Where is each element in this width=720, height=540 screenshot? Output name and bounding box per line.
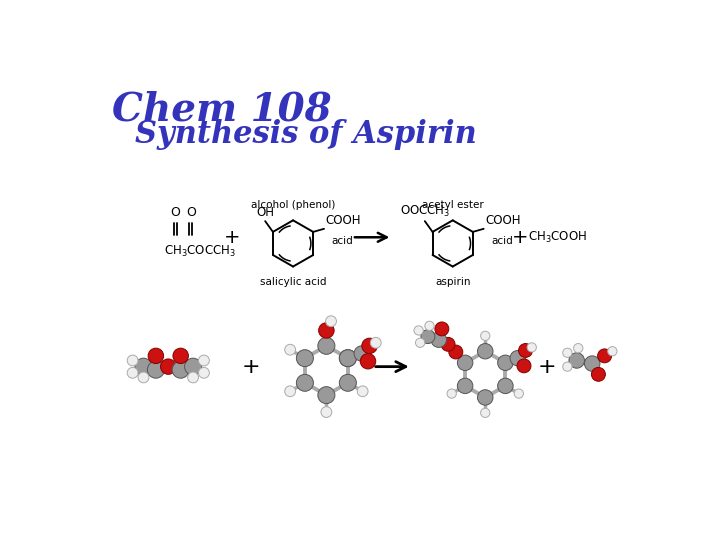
Text: acid: acid — [492, 236, 513, 246]
Text: +: + — [242, 356, 261, 376]
Text: COOH: COOH — [485, 214, 521, 227]
Circle shape — [360, 354, 376, 369]
Circle shape — [447, 389, 456, 398]
Circle shape — [563, 362, 572, 372]
Text: aspirin: aspirin — [435, 276, 470, 287]
Circle shape — [591, 367, 606, 381]
Circle shape — [188, 372, 199, 383]
Circle shape — [435, 322, 449, 336]
Text: COOH: COOH — [325, 214, 361, 227]
Circle shape — [199, 355, 210, 366]
Circle shape — [339, 350, 356, 367]
Circle shape — [173, 348, 189, 363]
Circle shape — [127, 367, 138, 378]
Text: CH$_3$COCCH$_3$: CH$_3$COCCH$_3$ — [163, 244, 235, 259]
Circle shape — [498, 378, 513, 394]
Text: O: O — [186, 206, 196, 219]
Circle shape — [457, 355, 473, 370]
Text: O: O — [171, 206, 180, 219]
Circle shape — [598, 349, 611, 363]
Circle shape — [325, 316, 336, 327]
Circle shape — [370, 338, 381, 348]
Circle shape — [517, 359, 531, 373]
Circle shape — [441, 338, 455, 351]
Circle shape — [297, 350, 313, 367]
Circle shape — [585, 356, 600, 372]
Text: +: + — [224, 228, 240, 247]
Text: OOCCH$_3$: OOCCH$_3$ — [400, 204, 450, 219]
Text: alcohol (phenol): alcohol (phenol) — [251, 200, 336, 211]
Text: Synthesis of Aspirin: Synthesis of Aspirin — [135, 119, 477, 150]
Circle shape — [608, 347, 617, 356]
Circle shape — [477, 390, 493, 405]
Circle shape — [514, 389, 523, 398]
Circle shape — [414, 326, 423, 335]
Circle shape — [425, 321, 434, 330]
Circle shape — [319, 323, 334, 338]
Circle shape — [127, 355, 138, 366]
Text: salicylic acid: salicylic acid — [260, 276, 326, 287]
Circle shape — [297, 374, 313, 392]
Text: OH: OH — [256, 206, 274, 219]
Circle shape — [527, 343, 536, 352]
Circle shape — [415, 338, 425, 347]
Circle shape — [481, 331, 490, 340]
Circle shape — [498, 355, 513, 370]
Text: +: + — [538, 356, 557, 376]
Circle shape — [431, 332, 446, 347]
Circle shape — [510, 350, 526, 366]
Circle shape — [318, 387, 335, 403]
Circle shape — [481, 408, 490, 417]
Circle shape — [339, 374, 356, 392]
Circle shape — [184, 358, 202, 375]
Circle shape — [357, 386, 368, 397]
Circle shape — [284, 386, 295, 397]
Circle shape — [148, 361, 164, 378]
Circle shape — [362, 338, 377, 354]
Circle shape — [518, 343, 533, 357]
Text: CH$_3$COOH: CH$_3$COOH — [528, 230, 587, 245]
Circle shape — [321, 407, 332, 417]
Circle shape — [563, 348, 572, 357]
Circle shape — [569, 353, 585, 368]
Circle shape — [354, 346, 369, 361]
Circle shape — [161, 359, 176, 374]
Circle shape — [135, 358, 152, 375]
Text: +: + — [512, 228, 528, 247]
Circle shape — [421, 330, 435, 343]
Text: acid: acid — [332, 236, 354, 246]
Circle shape — [284, 345, 295, 355]
Circle shape — [477, 343, 493, 359]
Circle shape — [199, 367, 210, 378]
Text: Chem 108: Chem 108 — [112, 91, 331, 129]
Circle shape — [172, 361, 189, 378]
Circle shape — [339, 350, 356, 367]
Text: acetyl ester: acetyl ester — [422, 200, 484, 211]
Circle shape — [574, 343, 583, 353]
Circle shape — [138, 372, 149, 383]
Circle shape — [148, 348, 163, 363]
Circle shape — [449, 345, 463, 359]
Circle shape — [457, 378, 473, 394]
Circle shape — [318, 338, 335, 354]
